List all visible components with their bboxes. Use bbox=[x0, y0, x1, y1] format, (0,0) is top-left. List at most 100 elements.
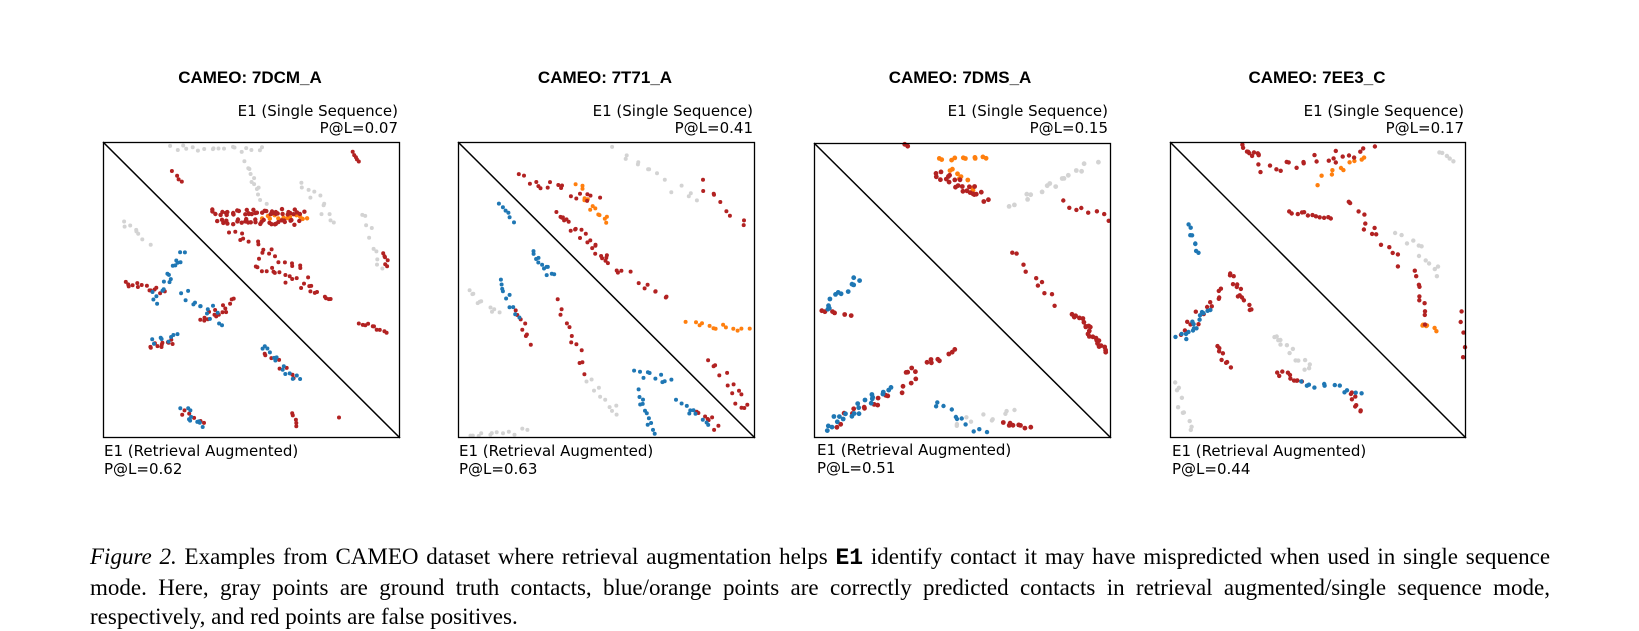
ground-truth-point bbox=[655, 171, 659, 176]
ground-truth-point bbox=[1096, 159, 1101, 165]
false-positive-point bbox=[260, 250, 265, 255]
panel-3-top-metric: P@L=0.15 bbox=[1029, 119, 1108, 137]
retrieval-correct-point bbox=[652, 431, 657, 436]
false-positive-point bbox=[1049, 292, 1055, 297]
false-positive-point bbox=[1256, 162, 1261, 167]
retrieval-correct-point bbox=[281, 364, 286, 369]
false-positive-point bbox=[534, 180, 539, 184]
retrieval-correct-point bbox=[188, 418, 193, 423]
retrieval-correct-point bbox=[637, 395, 642, 399]
single-correct-point bbox=[1347, 160, 1352, 165]
single-correct-point bbox=[1361, 155, 1367, 160]
ground-truth-point bbox=[964, 415, 969, 420]
ground-truth-point bbox=[636, 160, 641, 165]
ground-truth-point bbox=[244, 146, 249, 151]
diagonal-line bbox=[457, 141, 756, 439]
false-positive-point bbox=[1422, 322, 1428, 327]
false-positive-point bbox=[590, 246, 595, 251]
false-positive-point bbox=[1310, 212, 1315, 218]
false-positive-point bbox=[1249, 153, 1255, 159]
retrieval-correct-point bbox=[851, 275, 857, 281]
false-positive-point bbox=[559, 186, 564, 190]
ground-truth-point bbox=[1039, 189, 1045, 195]
ground-truth-point bbox=[1302, 367, 1307, 372]
false-positive-point bbox=[231, 296, 236, 301]
ground-truth-point bbox=[232, 145, 237, 150]
ground-truth-point bbox=[1174, 388, 1180, 393]
retrieval-correct-point bbox=[935, 400, 940, 405]
false-positive-point bbox=[290, 264, 295, 268]
panel-2-title: CAMEO: 7T71_A bbox=[537, 68, 673, 87]
retrieval-correct-point bbox=[191, 302, 196, 307]
ground-truth-point bbox=[954, 421, 960, 427]
retrieval-correct-point bbox=[1186, 329, 1191, 335]
false-positive-point bbox=[1387, 245, 1392, 250]
ground-truth-point bbox=[489, 431, 494, 436]
false-positive-point bbox=[527, 181, 532, 186]
false-positive-point bbox=[712, 427, 717, 432]
panel-4-bottom-metric: P@L=0.44 bbox=[1172, 460, 1251, 478]
retrieval-correct-point bbox=[827, 296, 833, 302]
ground-truth-point bbox=[471, 291, 476, 296]
ground-truth-point bbox=[168, 143, 173, 148]
false-positive-point bbox=[1240, 145, 1246, 150]
ground-truth-point bbox=[1278, 342, 1283, 347]
ground-truth-point bbox=[501, 431, 505, 436]
ground-truth-point bbox=[488, 305, 493, 310]
false-positive-point bbox=[282, 260, 287, 265]
retrieval-correct-point bbox=[544, 273, 549, 278]
false-positive-point bbox=[270, 265, 275, 270]
retrieval-correct-point bbox=[977, 427, 982, 432]
ground-truth-point bbox=[584, 379, 589, 384]
ground-truth-point bbox=[468, 433, 473, 438]
false-positive-point bbox=[520, 327, 525, 332]
retrieval-correct-point bbox=[868, 400, 874, 406]
false-positive-point bbox=[1052, 303, 1057, 308]
retrieval-correct-point bbox=[175, 332, 180, 337]
retrieval-correct-point bbox=[549, 271, 554, 276]
false-positive-point bbox=[1305, 213, 1311, 218]
false-positive-point bbox=[298, 263, 303, 268]
ground-truth-point bbox=[467, 288, 472, 293]
false-positive-point bbox=[139, 283, 144, 287]
false-positive-point bbox=[742, 218, 746, 223]
false-positive-point bbox=[718, 200, 723, 204]
panel-1-top-label: E1 (Single Sequence) bbox=[237, 102, 398, 120]
false-positive-point bbox=[1288, 376, 1293, 381]
false-positive-point bbox=[286, 209, 291, 215]
ground-truth-point bbox=[1025, 197, 1030, 202]
false-positive-point bbox=[292, 222, 297, 227]
false-positive-point bbox=[545, 185, 550, 190]
retrieval-correct-point bbox=[641, 375, 646, 380]
false-positive-point bbox=[244, 207, 249, 213]
ground-truth-point bbox=[694, 198, 699, 203]
retrieval-correct-point bbox=[179, 291, 184, 296]
false-positive-point bbox=[267, 251, 272, 256]
retrieval-correct-point bbox=[166, 339, 171, 344]
retrieval-correct-point bbox=[217, 321, 222, 326]
retrieval-correct-point bbox=[855, 401, 861, 406]
retrieval-correct-point bbox=[1197, 313, 1203, 318]
false-positive-point bbox=[523, 334, 528, 338]
false-positive-point bbox=[973, 191, 979, 197]
false-positive-point bbox=[653, 289, 658, 294]
retrieval-correct-point bbox=[1344, 388, 1350, 393]
false-positive-point bbox=[202, 420, 206, 425]
ground-truth-point bbox=[1423, 258, 1428, 263]
false-positive-point bbox=[126, 284, 131, 289]
false-positive-point bbox=[1182, 328, 1188, 333]
retrieval-correct-point bbox=[837, 414, 842, 419]
retrieval-correct-point bbox=[175, 260, 180, 265]
false-positive-point bbox=[716, 423, 721, 428]
ground-truth-point bbox=[252, 182, 257, 187]
false-positive-point bbox=[227, 230, 231, 235]
retrieval-correct-point bbox=[498, 277, 503, 282]
ground-truth-point bbox=[1444, 153, 1450, 159]
false-positive-point bbox=[1458, 319, 1463, 325]
retrieval-correct-point bbox=[512, 220, 516, 225]
false-positive-point bbox=[1247, 151, 1252, 156]
single-correct-point bbox=[735, 328, 740, 333]
false-positive-point bbox=[175, 173, 180, 178]
false-positive-point bbox=[522, 173, 526, 178]
retrieval-correct-point bbox=[152, 341, 156, 346]
